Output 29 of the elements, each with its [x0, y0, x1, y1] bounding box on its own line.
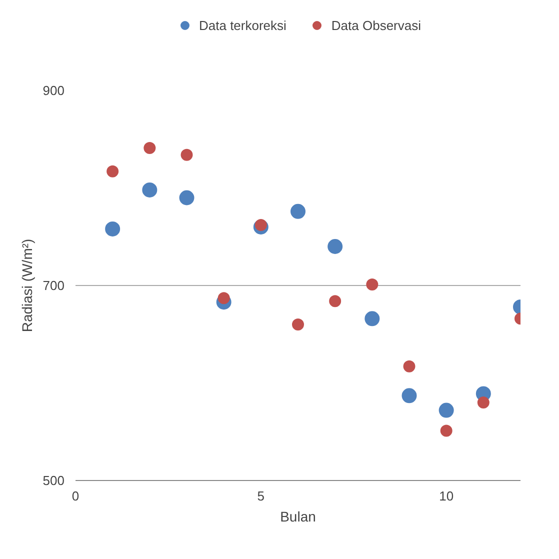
point [290, 204, 306, 219]
y-tick-label: 700 [42, 278, 65, 293]
point [364, 311, 380, 326]
point [292, 318, 304, 330]
y-tick-label: 900 [42, 83, 65, 98]
y-axis-title: Radiasi (W/m²) [18, 238, 35, 332]
point [179, 190, 194, 206]
point [144, 142, 156, 154]
y-tick-label: 500 [42, 473, 65, 488]
legend-label: Data Observasi [331, 18, 422, 32]
legend-label: Data terkoreksi [198, 18, 286, 32]
point [402, 388, 417, 404]
x-axis-title: Bulan [280, 508, 316, 524]
point [180, 148, 193, 161]
x-tick-label: 10 [439, 488, 454, 504]
point [438, 402, 454, 418]
x-tick-label: 5 [257, 488, 265, 504]
point [105, 221, 120, 236]
point [403, 360, 416, 372]
point [328, 239, 343, 254]
x-tick-label: 0 [72, 488, 80, 504]
point [218, 292, 230, 304]
point [106, 165, 119, 178]
point [477, 396, 490, 408]
point [329, 295, 342, 308]
point [142, 182, 158, 198]
point [440, 424, 452, 437]
point [254, 219, 267, 232]
point [366, 278, 378, 291]
